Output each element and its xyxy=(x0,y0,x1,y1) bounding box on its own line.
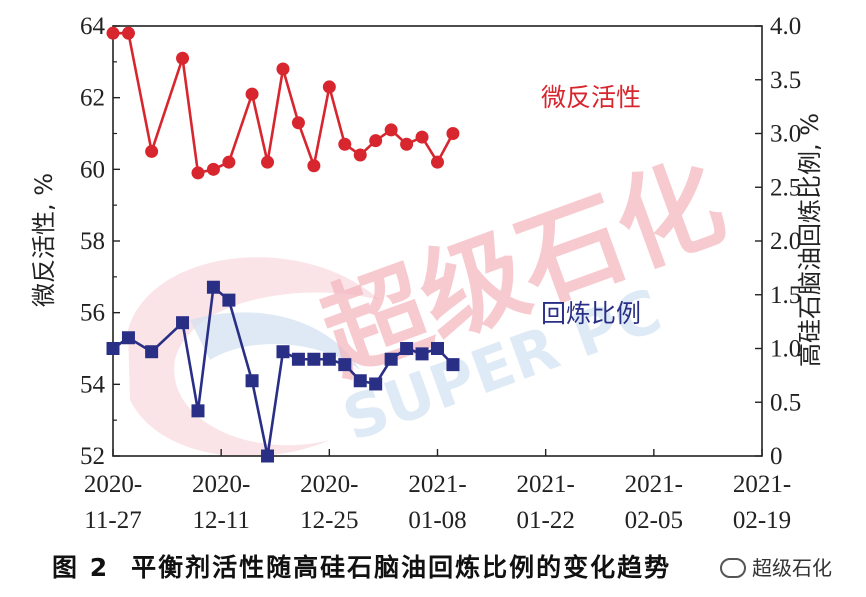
data-point-recycle-ratio xyxy=(291,352,305,366)
y2-tick-label: 2.5 xyxy=(770,174,801,201)
data-point-micro-activity xyxy=(145,144,159,158)
y-tick-label: 52 xyxy=(80,443,105,470)
data-point-micro-activity xyxy=(191,166,205,180)
x-tick-label: 02-05 xyxy=(625,507,683,534)
x-tick-label: 01-22 xyxy=(517,507,575,534)
data-point-recycle-ratio xyxy=(338,358,352,372)
y-tick-label: 56 xyxy=(80,300,105,327)
x-tick-label: 2021- xyxy=(733,471,791,498)
data-point-recycle-ratio xyxy=(415,347,429,361)
data-point-recycle-ratio xyxy=(400,342,414,355)
data-point-micro-activity xyxy=(384,123,398,137)
data-point-micro-activity xyxy=(446,127,460,140)
figure-number: 图 2 xyxy=(52,553,110,582)
data-point-micro-activity xyxy=(245,87,259,101)
y-tick-label: 62 xyxy=(80,85,105,112)
figure-caption: 图 2 平衡剂活性随高硅石脑油回炼比例的变化趋势 xyxy=(52,548,671,584)
series-micro-activity xyxy=(106,26,460,180)
x-tick-label: 01-08 xyxy=(408,507,466,534)
data-point-micro-activity xyxy=(322,80,336,94)
data-point-recycle-ratio xyxy=(222,293,236,307)
series-line-micro-activity xyxy=(113,31,455,175)
data-point-recycle-ratio xyxy=(307,352,321,366)
data-point-recycle-ratio xyxy=(431,342,444,355)
x-tick-label: 02-19 xyxy=(733,507,791,534)
y-tick-label: 60 xyxy=(80,156,105,183)
data-point-micro-activity xyxy=(291,116,305,130)
watermark: 超级石化 SUPER PC xyxy=(128,140,739,457)
data-point-recycle-ratio xyxy=(446,358,460,372)
chart: 超级石化 SUPER PC 52 54 56 58 60 62 64 0 0.5 1.0 1.5 2.… xyxy=(30,13,824,534)
y-tick-label: 64 xyxy=(80,13,106,40)
figure-caption-text: 平衡剂活性随高硅石脑油回炼比例的变化趋势 xyxy=(131,553,672,582)
x-tick-label: 2021- xyxy=(517,471,575,498)
y2-tick-label: 3.5 xyxy=(770,67,801,94)
data-point-micro-activity xyxy=(261,155,275,169)
data-point-micro-activity xyxy=(369,134,383,148)
x-tick-label: 12-25 xyxy=(300,507,358,534)
data-point-micro-activity xyxy=(415,130,429,144)
series-label-micro-activity: 微反活性 xyxy=(541,83,641,112)
x-tick-label: 2021- xyxy=(625,471,683,498)
y2-tick-label: 0 xyxy=(770,443,783,470)
data-point-recycle-ratio xyxy=(276,345,290,359)
data-point-micro-activity xyxy=(276,62,290,76)
data-point-recycle-ratio xyxy=(384,352,398,366)
data-point-micro-activity xyxy=(400,137,414,151)
data-point-recycle-ratio xyxy=(106,342,120,355)
data-point-recycle-ratio xyxy=(206,280,220,294)
data-point-micro-activity xyxy=(176,51,190,65)
data-point-micro-activity xyxy=(106,26,120,40)
x-tick-label: 11-27 xyxy=(84,507,141,534)
data-point-micro-activity xyxy=(338,137,352,151)
y2-tick-label: 3.0 xyxy=(770,121,801,148)
x-tick-label: 2020- xyxy=(300,471,358,498)
data-point-recycle-ratio xyxy=(191,404,205,418)
series-recycle-ratio xyxy=(106,280,460,463)
data-point-recycle-ratio xyxy=(322,352,336,366)
data-point-recycle-ratio xyxy=(145,345,159,359)
data-point-micro-activity xyxy=(307,159,321,173)
data-point-recycle-ratio xyxy=(353,374,367,388)
data-point-micro-activity xyxy=(121,26,135,40)
x-tick-label: 2020- xyxy=(84,471,142,498)
data-point-micro-activity xyxy=(431,155,444,169)
data-point-recycle-ratio xyxy=(261,449,275,463)
y2-tick-label: 1.5 xyxy=(770,282,801,309)
watermark-badge: 超级石化 xyxy=(720,552,832,581)
chat-icon xyxy=(720,557,746,578)
y2-tick-label: 1.0 xyxy=(770,336,801,363)
data-point-micro-activity xyxy=(206,162,220,176)
data-point-recycle-ratio xyxy=(176,316,190,330)
y-tick-label: 58 xyxy=(80,228,105,255)
x-tick-label: 12-11 xyxy=(192,507,249,534)
data-point-micro-activity xyxy=(222,155,236,169)
data-point-recycle-ratio xyxy=(245,374,259,388)
data-point-recycle-ratio xyxy=(121,331,135,345)
series-label-recycle-ratio: 回炼比例 xyxy=(541,299,641,328)
y2-tick-label: 0.5 xyxy=(770,389,801,416)
x-tick-label: 2021- xyxy=(408,471,466,498)
watermark-badge-text: 超级石化 xyxy=(752,556,832,580)
axes: 52 54 56 58 60 62 64 0 0.5 1.0 1.5 2.0 2.5 3.0 3.5 4.0 2… xyxy=(80,13,801,534)
x-tick-label: 2020- xyxy=(192,471,250,498)
data-point-recycle-ratio xyxy=(369,377,383,391)
y-axis-label: 微反活性, % xyxy=(30,173,58,307)
y2-tick-label: 4.0 xyxy=(770,13,801,40)
y-tick-label: 54 xyxy=(80,371,106,398)
y2-tick-label: 2.0 xyxy=(770,228,801,255)
y2-axis-label: 高硅石脑油回炼比例, % xyxy=(796,113,824,367)
data-point-micro-activity xyxy=(353,148,367,162)
